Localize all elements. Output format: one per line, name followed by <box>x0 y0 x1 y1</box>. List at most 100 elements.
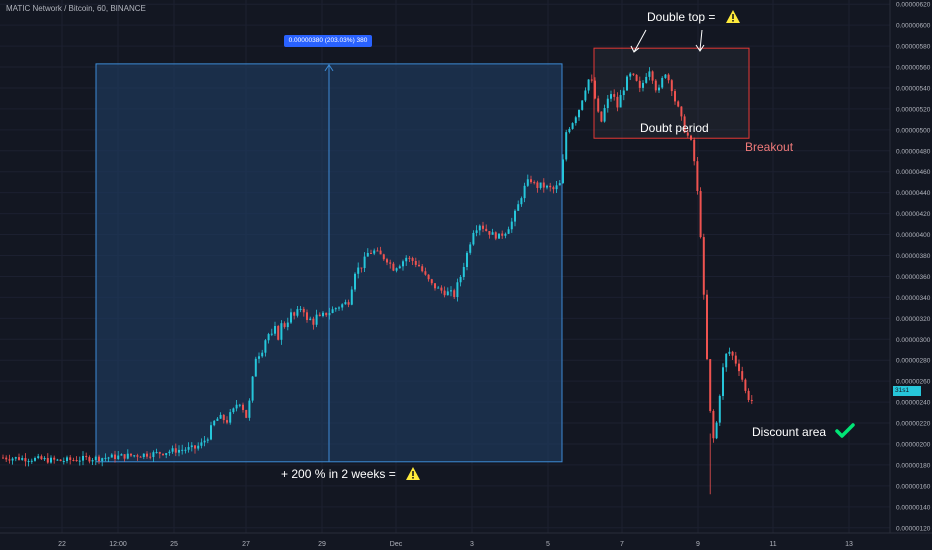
candle <box>747 388 750 403</box>
candle <box>168 449 171 456</box>
candle <box>712 409 715 443</box>
candle <box>558 180 561 186</box>
candle <box>366 248 369 257</box>
candle <box>696 157 699 195</box>
candle <box>229 408 232 425</box>
candle <box>117 450 120 461</box>
y-tick-label: 0.00000520 <box>896 106 931 113</box>
y-tick-label: 0.00000460 <box>896 169 931 176</box>
price-axis[interactable]: 0.00000120 0.00000140 0.00000160 0.00000180… <box>896 2 931 533</box>
candle <box>677 100 680 108</box>
candle <box>354 272 356 292</box>
candle <box>350 286 353 306</box>
candle <box>267 332 270 344</box>
y-tick-label: 0.00000480 <box>896 148 931 155</box>
candle <box>744 378 747 394</box>
candle <box>709 358 712 413</box>
candle <box>30 458 33 464</box>
candle <box>485 224 488 232</box>
candle <box>357 262 360 279</box>
candle <box>120 453 123 456</box>
candle <box>398 264 401 269</box>
candle <box>306 309 308 323</box>
candle <box>101 457 104 467</box>
candle <box>165 452 168 459</box>
candle <box>270 328 273 337</box>
candle <box>69 455 72 465</box>
candle <box>674 88 676 105</box>
candle <box>197 442 200 451</box>
candle <box>584 87 587 103</box>
candle <box>542 178 545 193</box>
x-tick-label: Dec <box>390 541 403 548</box>
candle <box>360 267 363 273</box>
y-tick-label: 0.00000380 <box>896 253 931 260</box>
candle <box>123 454 126 462</box>
candle <box>136 453 139 461</box>
candle <box>517 200 520 211</box>
candle <box>94 455 97 466</box>
candle <box>715 421 718 440</box>
candle <box>546 184 548 190</box>
candle <box>395 267 398 273</box>
warning-icon <box>725 10 740 23</box>
candle <box>610 90 612 102</box>
candle <box>504 232 507 239</box>
candle <box>741 366 744 382</box>
y-tick-label: 0.00000340 <box>896 295 931 302</box>
candle <box>514 209 516 227</box>
candle <box>213 420 216 427</box>
x-tick-label: 9 <box>696 541 700 548</box>
candle <box>27 458 30 467</box>
candle <box>78 456 81 466</box>
candle <box>427 274 430 282</box>
doubt-period-label: Doubt period <box>640 121 709 135</box>
candle <box>194 445 196 454</box>
candle <box>498 233 500 239</box>
candle <box>274 321 276 336</box>
time-axis[interactable]: 22 12:00 25 27 29 Dec 3 5 7 9 11 13 <box>58 541 853 548</box>
candle <box>338 306 340 311</box>
candle <box>62 457 65 465</box>
candle <box>43 456 46 462</box>
candle <box>226 416 228 425</box>
candle <box>210 421 212 441</box>
candle <box>373 248 376 256</box>
discount-area-label: Discount area <box>752 425 827 439</box>
candle <box>430 278 433 286</box>
candle <box>216 417 219 422</box>
double-top-label: Double top = <box>647 10 716 24</box>
x-tick-label: 12:00 <box>109 541 127 548</box>
x-tick-label: 11 <box>769 541 776 548</box>
candle <box>661 76 664 90</box>
candle <box>14 456 17 462</box>
candle <box>40 454 43 460</box>
candle <box>309 316 312 321</box>
candle <box>110 453 113 458</box>
candle <box>219 412 222 419</box>
candle <box>667 73 670 84</box>
candle <box>728 347 731 356</box>
candle <box>251 376 254 403</box>
candle <box>8 454 11 464</box>
y-tick-label: 0.00000280 <box>896 358 931 365</box>
candle <box>702 233 705 300</box>
candle <box>158 451 161 459</box>
candle <box>296 305 299 318</box>
candle <box>382 253 385 261</box>
y-tick-label: 0.00000320 <box>896 316 931 323</box>
y-tick-label: 0.00000540 <box>896 85 931 92</box>
candle <box>238 403 241 408</box>
candle <box>690 134 692 141</box>
candle <box>376 247 379 252</box>
candle <box>37 453 40 460</box>
candle <box>21 455 24 461</box>
candle <box>386 257 388 266</box>
candle <box>530 175 532 184</box>
candle <box>133 454 136 458</box>
candle <box>203 436 206 447</box>
y-tick-label: 0.00000160 <box>896 483 931 490</box>
candle <box>408 255 411 262</box>
candle <box>66 455 68 464</box>
